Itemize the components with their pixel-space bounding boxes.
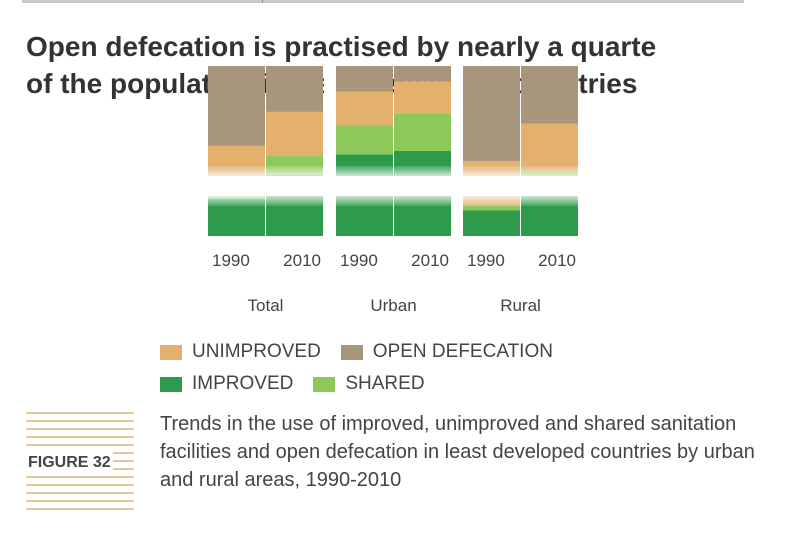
stacked-bar-chart: 1990 2010 Total 1990 2010 Urban 1990 2010 Rural bbox=[150, 66, 650, 315]
tick-label-total-2010: 2010 bbox=[283, 251, 321, 270]
bar-segment-unimproved-urban-1990 bbox=[336, 91, 393, 126]
tick-label-urban-2010: 2010 bbox=[411, 251, 449, 270]
bar-segment-open_defecation-total-2010 bbox=[266, 66, 323, 112]
bar-segment-shared-total-2010 bbox=[266, 156, 323, 175]
bar-segment-shared-rural-1990 bbox=[463, 205, 520, 211]
obscured-band-core bbox=[190, 176, 610, 196]
tick-label-urban-1990: 1990 bbox=[340, 251, 378, 270]
legend-label-shared: SHARED bbox=[345, 373, 425, 394]
group-label-rural: Rural bbox=[500, 296, 541, 315]
bar-segment-improved-total-1990 bbox=[208, 198, 265, 236]
figure-caption: Trends in the use of improved, unimprove… bbox=[160, 413, 755, 491]
legend-item-shared: SHARED bbox=[313, 373, 425, 395]
bar-segment-unimproved-total-2010 bbox=[266, 111, 323, 157]
bars-layer bbox=[150, 66, 650, 236]
bar-segment-open_defecation-urban-1990 bbox=[336, 66, 393, 92]
group-separator-1 bbox=[324, 66, 336, 236]
legend-swatch-open-defecation bbox=[340, 344, 363, 360]
chart-legend: UNIMPROVED OPEN DEFECATION IMPROVED SHAR… bbox=[160, 336, 573, 400]
top-rule-tick bbox=[262, 0, 263, 3]
legend-item-open-defecation: OPEN DEFECATION bbox=[340, 341, 553, 363]
bar-segment-shared-urban-1990 bbox=[336, 125, 393, 155]
bar-segment-open_defecation-total-1990 bbox=[208, 66, 265, 146]
bar-segment-unimproved-urban-2010 bbox=[394, 81, 451, 114]
legend-label-unimproved: UNIMPROVED bbox=[192, 341, 321, 362]
legend-swatch-shared bbox=[313, 376, 336, 392]
labels-layer: 1990 2010 Total 1990 2010 Urban 1990 2010 Rural bbox=[212, 251, 576, 315]
bar-segment-improved-rural-1990 bbox=[463, 210, 520, 236]
bar-segment-open_defecation-urban-2010 bbox=[394, 66, 451, 82]
tick-label-rural-1990: 1990 bbox=[467, 251, 505, 270]
legend-row-1: UNIMPROVED OPEN DEFECATION bbox=[160, 336, 573, 368]
legend-label-open-defecation: OPEN DEFECATION bbox=[372, 341, 553, 362]
group-separator-2 bbox=[451, 66, 463, 236]
group-label-urban: Urban bbox=[370, 296, 416, 315]
bar-segment-shared-urban-2010 bbox=[394, 113, 451, 151]
figure-label: FIGURE 32 bbox=[26, 452, 113, 474]
legend-swatch-improved bbox=[160, 376, 182, 392]
bar-segment-open_defecation-rural-1990 bbox=[463, 66, 520, 162]
bar-segment-unimproved-rural-2010 bbox=[521, 123, 578, 172]
legend-label-improved: IMPROVED bbox=[192, 373, 294, 394]
title-line-1: Open defecation is practised by nearly a… bbox=[26, 31, 657, 62]
legend-row-2: IMPROVED SHARED bbox=[160, 368, 573, 400]
tick-label-rural-2010: 2010 bbox=[538, 251, 576, 270]
group-label-total: Total bbox=[248, 296, 284, 315]
legend-item-unimproved: UNIMPROVED bbox=[160, 341, 321, 363]
bar-segment-open_defecation-rural-2010 bbox=[521, 66, 578, 124]
tick-label-total-1990: 1990 bbox=[212, 251, 250, 270]
legend-swatch-unimproved bbox=[160, 344, 182, 360]
top-rule bbox=[22, 0, 744, 3]
legend-item-improved: IMPROVED bbox=[160, 373, 293, 395]
